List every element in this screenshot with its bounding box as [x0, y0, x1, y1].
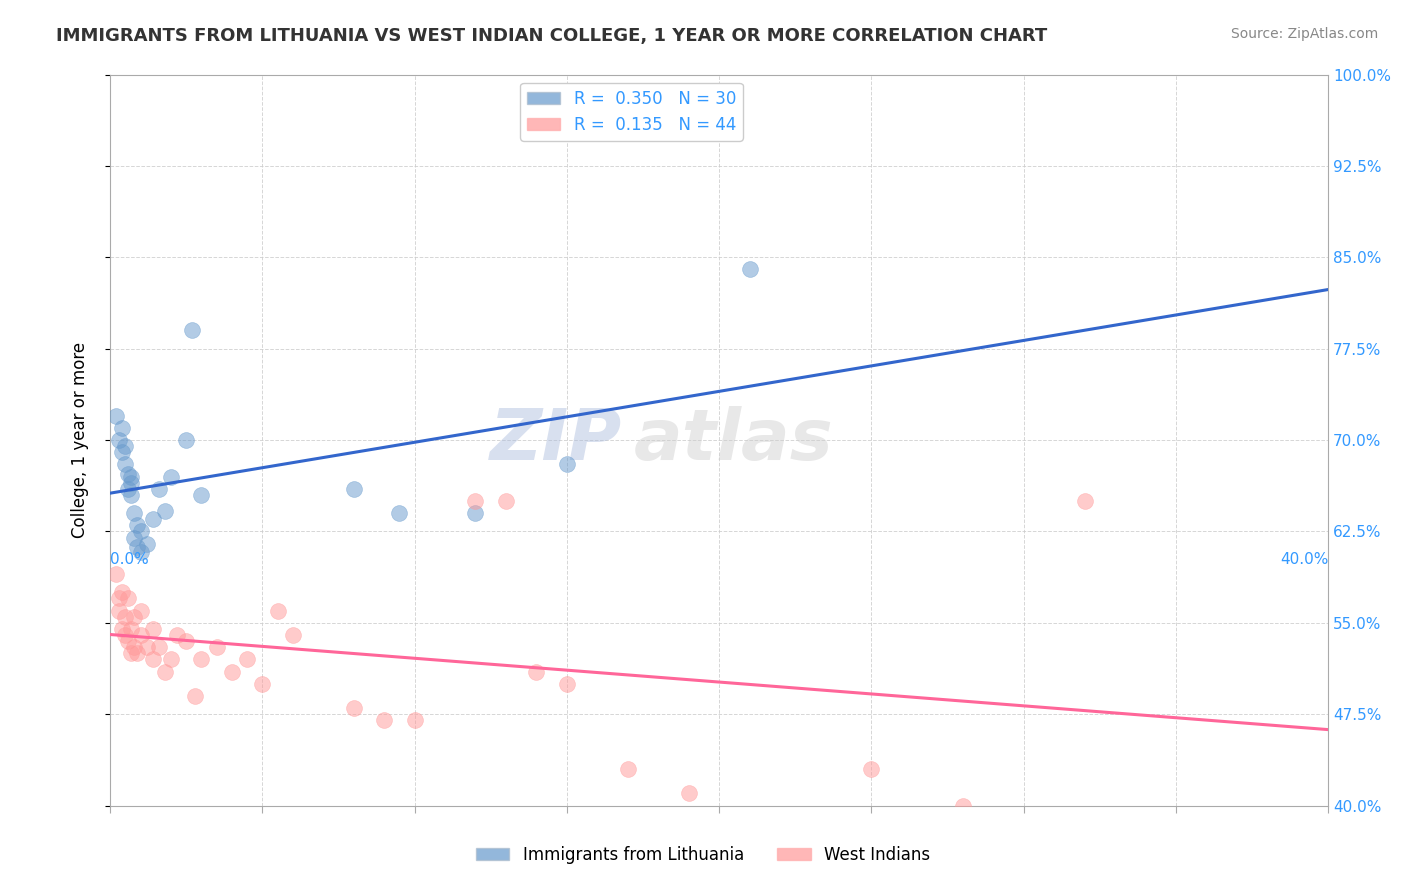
Point — [114, 439, 136, 453]
Point — [124, 506, 146, 520]
Point — [526, 665, 548, 679]
Point — [114, 628, 136, 642]
Point — [129, 628, 152, 642]
Point — [117, 482, 139, 496]
Point — [464, 506, 486, 520]
Point — [205, 640, 228, 655]
Point — [343, 701, 366, 715]
Point — [281, 628, 304, 642]
Point — [388, 506, 411, 520]
Point — [120, 488, 142, 502]
Point — [190, 488, 212, 502]
Point — [142, 512, 165, 526]
Point — [266, 604, 288, 618]
Point — [174, 634, 197, 648]
Point — [127, 541, 149, 555]
Point — [129, 604, 152, 618]
Point — [373, 713, 395, 727]
Point — [221, 665, 243, 679]
Point — [236, 652, 259, 666]
Point — [184, 689, 207, 703]
Text: Source: ZipAtlas.com: Source: ZipAtlas.com — [1230, 27, 1378, 41]
Point — [181, 323, 204, 337]
Point — [166, 628, 188, 642]
Y-axis label: College, 1 year or more: College, 1 year or more — [72, 342, 89, 538]
Point — [120, 469, 142, 483]
Point — [129, 524, 152, 539]
Point — [153, 504, 176, 518]
Point — [135, 640, 157, 655]
Point — [555, 677, 578, 691]
Point — [160, 652, 183, 666]
Point — [343, 482, 366, 496]
Point — [114, 609, 136, 624]
Point — [124, 531, 146, 545]
Point — [105, 567, 128, 582]
Point — [678, 786, 700, 800]
Text: 40.0%: 40.0% — [1279, 552, 1329, 567]
Point — [120, 646, 142, 660]
Point — [120, 622, 142, 636]
Point — [174, 433, 197, 447]
Point — [860, 762, 883, 776]
Point — [404, 713, 426, 727]
Point — [153, 665, 176, 679]
Point — [160, 469, 183, 483]
Point — [252, 677, 274, 691]
Point — [117, 591, 139, 606]
Point — [142, 652, 165, 666]
Point — [135, 536, 157, 550]
Point — [114, 458, 136, 472]
Point — [117, 467, 139, 482]
Point — [127, 518, 149, 533]
Point — [127, 646, 149, 660]
Point — [117, 634, 139, 648]
Point — [111, 622, 134, 636]
Point — [111, 421, 134, 435]
Point — [148, 482, 170, 496]
Text: 0.0%: 0.0% — [110, 552, 149, 567]
Legend: R =  0.350   N = 30, R =  0.135   N = 44: R = 0.350 N = 30, R = 0.135 N = 44 — [520, 83, 742, 141]
Point — [495, 494, 517, 508]
Point — [108, 433, 131, 447]
Text: atlas: atlas — [634, 406, 834, 475]
Point — [105, 409, 128, 423]
Point — [190, 652, 212, 666]
Point — [148, 640, 170, 655]
Point — [124, 640, 146, 655]
Point — [129, 545, 152, 559]
Point — [952, 798, 974, 813]
Point — [108, 591, 131, 606]
Point — [616, 762, 638, 776]
Point — [464, 494, 486, 508]
Point — [1073, 494, 1095, 508]
Point — [142, 622, 165, 636]
Point — [108, 604, 131, 618]
Point — [111, 445, 134, 459]
Point — [120, 475, 142, 490]
Point — [124, 609, 146, 624]
Text: ZIP: ZIP — [489, 406, 621, 475]
Point — [555, 458, 578, 472]
Point — [738, 262, 761, 277]
Point — [111, 585, 134, 599]
Legend: Immigrants from Lithuania, West Indians: Immigrants from Lithuania, West Indians — [470, 839, 936, 871]
Text: IMMIGRANTS FROM LITHUANIA VS WEST INDIAN COLLEGE, 1 YEAR OR MORE CORRELATION CHA: IMMIGRANTS FROM LITHUANIA VS WEST INDIAN… — [56, 27, 1047, 45]
